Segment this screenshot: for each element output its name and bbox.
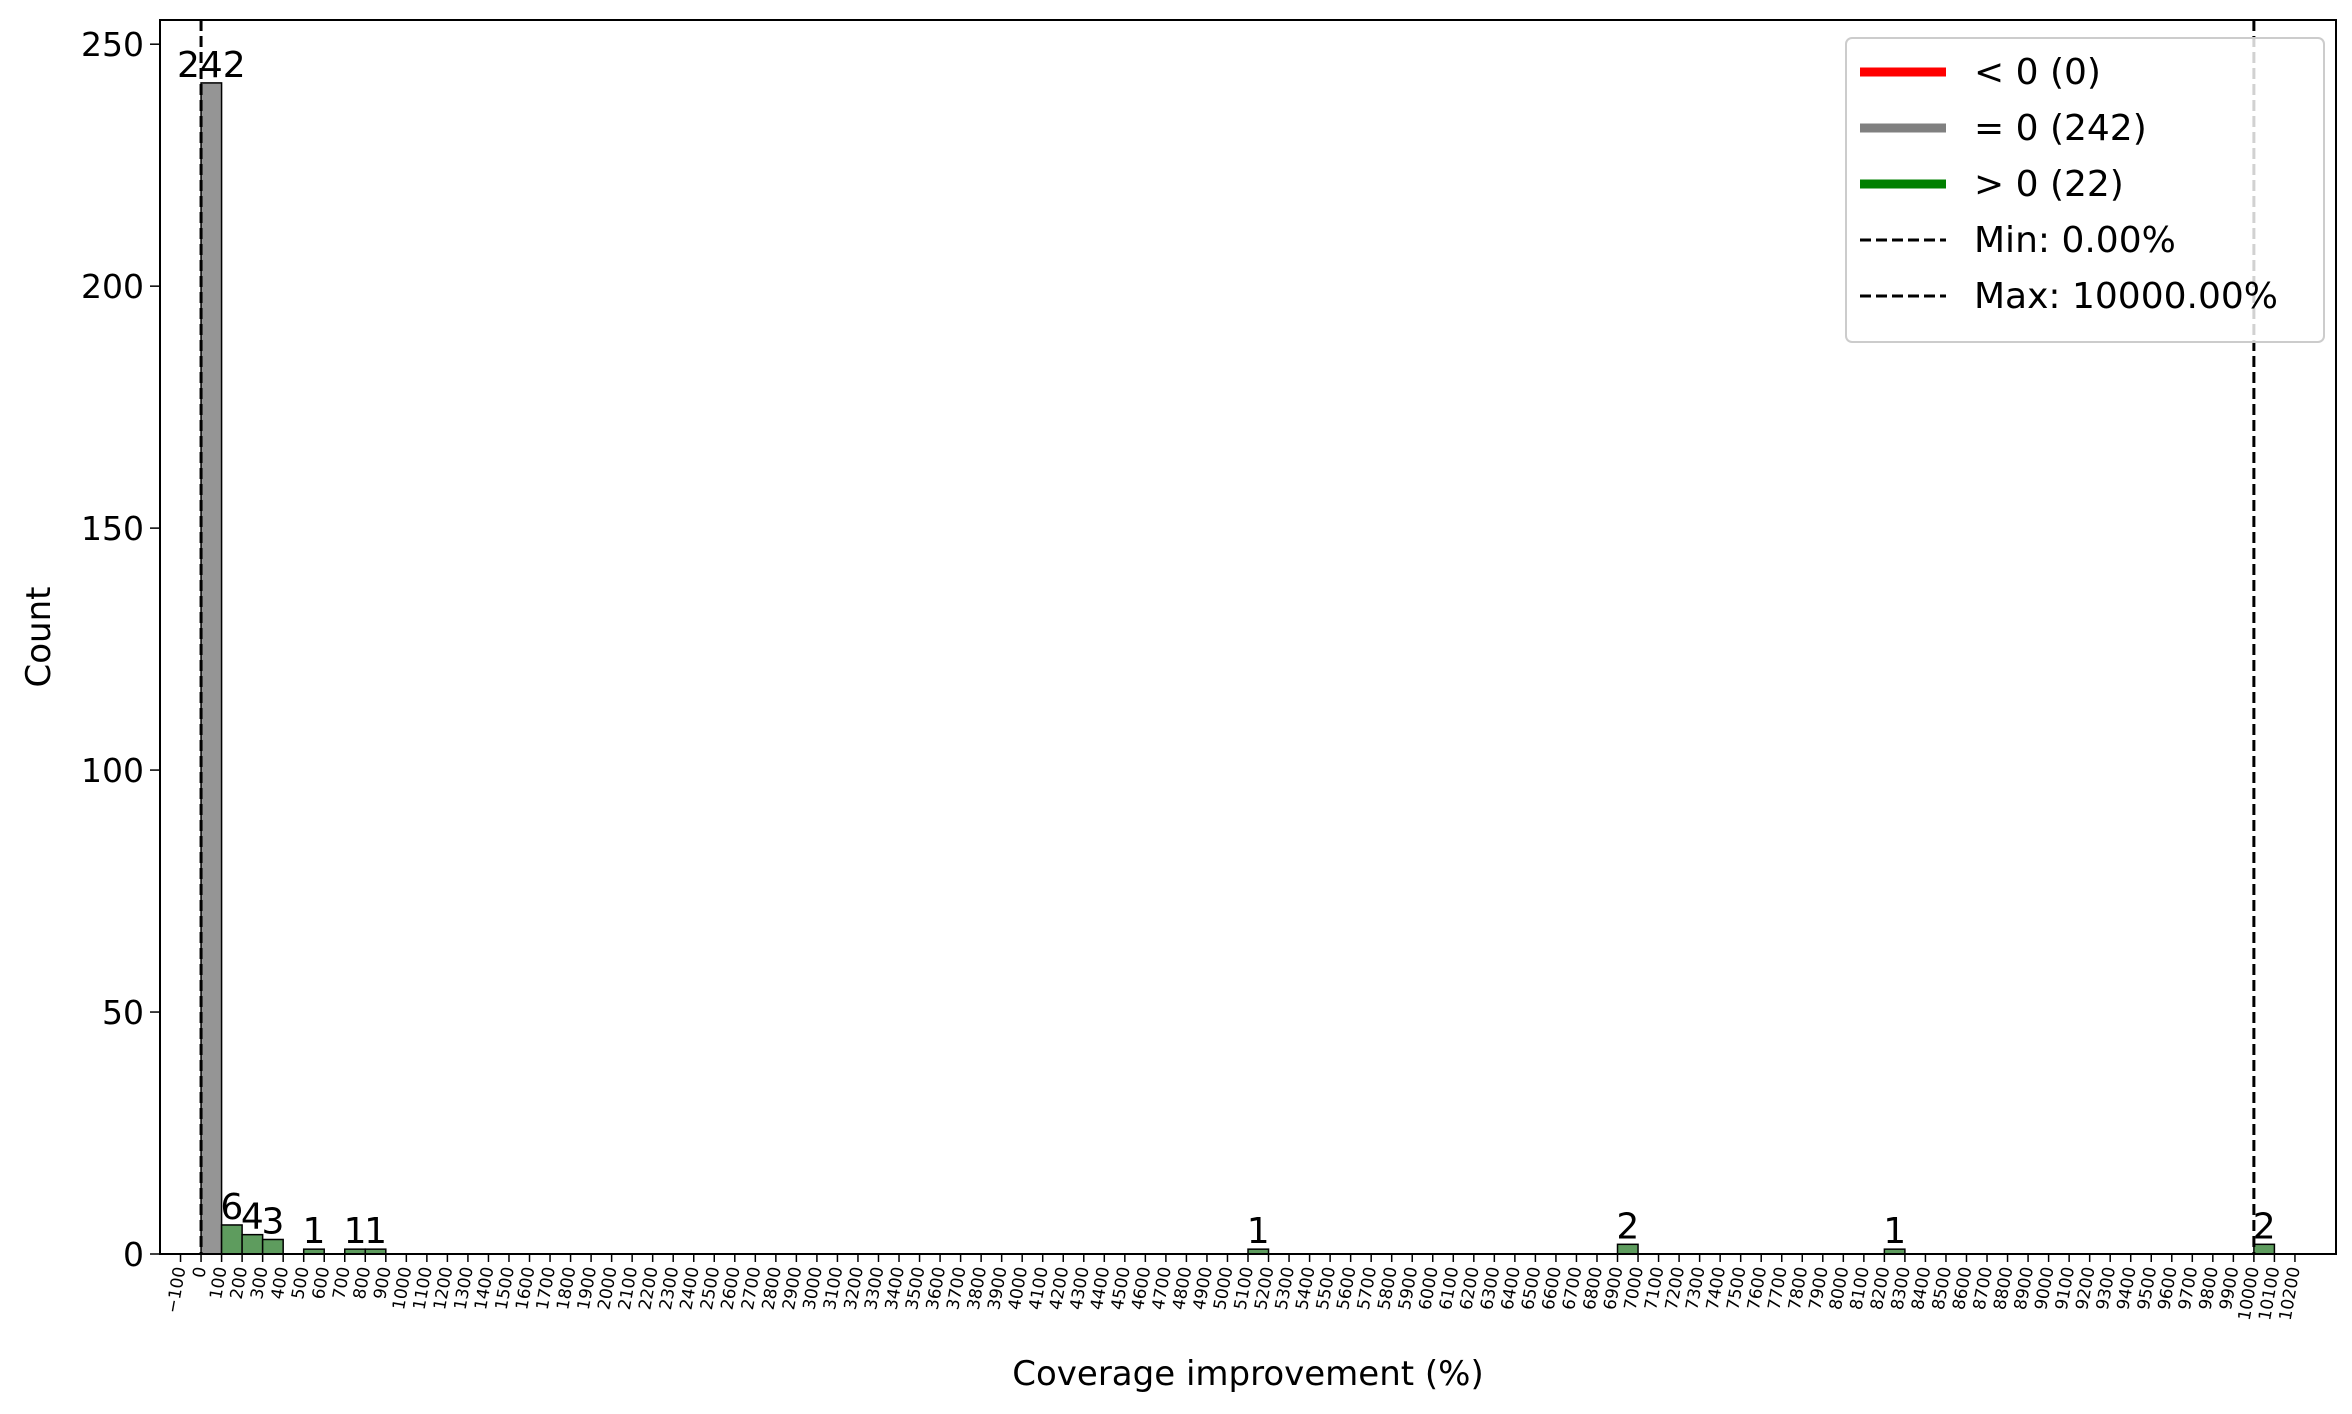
legend-label: Min: 0.00% xyxy=(1974,220,2176,261)
x-tick-label: −100 xyxy=(163,1265,191,1314)
bar-count-label: 3 xyxy=(261,1201,284,1242)
bar-count-label: 1 xyxy=(1247,1211,1270,1252)
y-tick-label: 100 xyxy=(81,751,144,790)
bar-count-label: 2 xyxy=(1616,1206,1639,1247)
reference-lines-layer xyxy=(199,20,2256,1254)
bars-layer xyxy=(200,82,2276,1255)
legend-label: Max: 10000.00% xyxy=(1974,276,2278,317)
legend: < 0 (0) = 0 (242) > 0 (22) Min: 0.00% Max: 1… xyxy=(1845,37,2325,343)
legend-label: < 0 (0) xyxy=(1974,52,2101,93)
y-tick-label: 50 xyxy=(102,993,144,1032)
y-tick-label: 150 xyxy=(81,509,144,548)
bar-count-label: 2 xyxy=(2253,1206,2276,1247)
y-tick-label: 250 xyxy=(81,25,144,64)
bar-count-label: 1 xyxy=(344,1211,367,1252)
y-axis-ticks: 0 50 100 150 200 250 xyxy=(81,25,160,1274)
bar-count-label: 4 xyxy=(241,1197,264,1238)
legend-label: > 0 (22) xyxy=(1974,164,2124,205)
y-tick-label: 0 xyxy=(123,1235,144,1274)
bar-count-label: 6 xyxy=(220,1187,243,1228)
bar-count-label: 1 xyxy=(1883,1211,1906,1252)
histogram-bar xyxy=(200,82,223,1255)
bar-count-label: 1 xyxy=(303,1211,326,1252)
x-axis-title: Coverage improvement (%) xyxy=(1012,1354,1483,1394)
legend-box xyxy=(1845,37,2325,343)
bar-count-label: 242 xyxy=(177,45,246,86)
x-axis-ticks: −100010020030040050060070080090010001100… xyxy=(163,1254,2305,1322)
histogram-bar xyxy=(220,1224,243,1255)
bar-count-label: 1 xyxy=(364,1211,387,1252)
x-tick-label: 0 xyxy=(189,1265,211,1279)
y-tick-label: 200 xyxy=(81,267,144,306)
y-axis-title: Count xyxy=(19,587,59,688)
legend-label: = 0 (242) xyxy=(1974,108,2147,149)
